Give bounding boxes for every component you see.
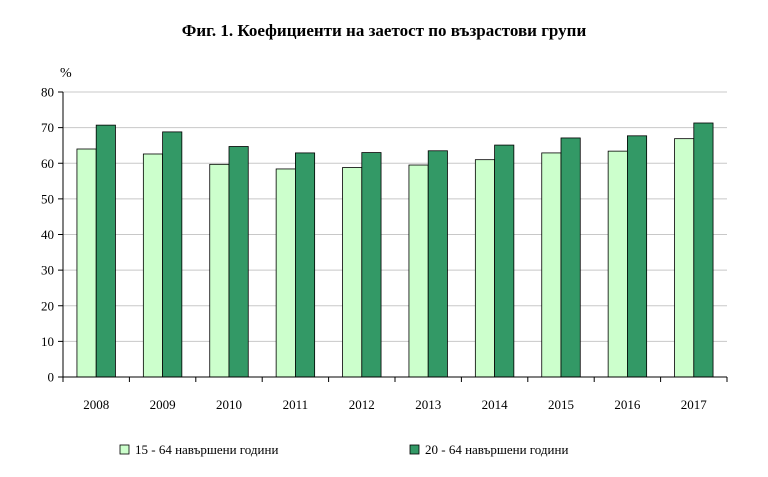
x-tick-label: 2009: [150, 397, 176, 412]
x-tick-label: 2008: [83, 397, 109, 412]
bars: [76, 122, 714, 378]
legend-label-series2: 20 - 64 навършени години: [425, 442, 568, 457]
y-tick-label: 50: [41, 191, 54, 206]
bar-series2: [560, 137, 581, 378]
bar-series2: [294, 152, 316, 378]
y-tick-label: 70: [41, 120, 54, 135]
bar-series1: [541, 152, 562, 378]
bar-series2: [627, 135, 648, 378]
bar-series1: [275, 168, 296, 378]
x-tick-label: 2015: [548, 397, 574, 412]
y-axis-ticks: 0 10 20 30 40 50 60 70 80: [41, 85, 63, 385]
bar-series2: [494, 144, 515, 378]
bar-series1: [76, 148, 97, 378]
y-tick-label: 30: [41, 263, 54, 278]
bar-series1: [607, 150, 628, 378]
legend-label-series1: 15 - 64 навършени години: [135, 442, 278, 457]
x-tick-label: 2010: [216, 397, 242, 412]
x-tick-label: 2013: [415, 397, 441, 412]
legend-swatch-series1: [119, 444, 130, 455]
x-tick-label: 2014: [482, 397, 509, 412]
legend: 15 - 64 навършени години 20 - 64 навършен…: [119, 442, 568, 457]
bar-series1: [408, 164, 429, 378]
bar-series2: [228, 146, 249, 378]
bar-series2: [427, 150, 448, 378]
bar-series2: [162, 131, 183, 378]
bar-series1: [209, 163, 230, 378]
legend-swatch-series2: [409, 444, 420, 455]
bar-series2: [95, 124, 116, 378]
y-axis-unit: %: [60, 66, 72, 81]
y-tick-label: 40: [41, 227, 54, 242]
y-tick-label: 0: [48, 370, 55, 385]
bar-series1: [674, 138, 695, 378]
x-tick-label: 2012: [349, 397, 375, 412]
bar-series2: [693, 122, 714, 378]
y-tick-label: 10: [41, 334, 54, 349]
bar-series1: [474, 159, 495, 378]
chart-title: Фиг. 1. Коефициенти на заетост по възрас…: [182, 21, 587, 40]
y-tick-label: 20: [41, 298, 54, 313]
x-tick-label: 2017: [681, 397, 708, 412]
bar-series1: [342, 167, 363, 378]
y-tick-label: 80: [41, 85, 54, 100]
x-tick-label: 2016: [614, 397, 641, 412]
x-tick-label: 2011: [283, 397, 309, 412]
bar-series2: [361, 152, 382, 378]
x-axis-ticks: 2008 2009 2010 2011 2012 2013 2014 2015 2016 2017: [62, 377, 728, 412]
bar-series1: [142, 153, 163, 378]
y-tick-label: 60: [41, 156, 54, 171]
